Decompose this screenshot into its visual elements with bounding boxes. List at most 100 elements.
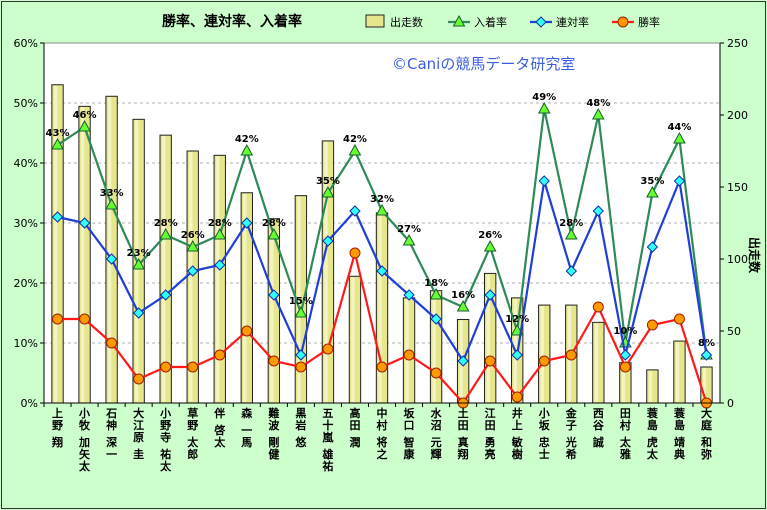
data-label: 15% xyxy=(289,296,313,307)
point xyxy=(160,361,172,373)
point xyxy=(241,217,253,229)
x-tick-label-char: 庭 xyxy=(701,418,712,432)
x-tick-label-char: 雅 xyxy=(620,447,631,461)
point xyxy=(213,227,227,240)
bar xyxy=(105,95,118,404)
bar xyxy=(78,105,91,404)
x-tick-label-char: 弥 xyxy=(701,447,712,461)
point xyxy=(564,227,578,240)
point xyxy=(538,175,550,187)
bar-highlight xyxy=(107,97,112,402)
x-tick-label-char: 子 xyxy=(566,419,577,432)
bar-highlight xyxy=(162,136,166,402)
point xyxy=(268,355,280,367)
point xyxy=(673,175,686,187)
x-tick-label-char: 田 xyxy=(620,407,631,420)
bar xyxy=(429,290,443,404)
bar-highlight xyxy=(540,306,544,402)
left-tick-label: 0% xyxy=(21,397,38,410)
data-label: 44% xyxy=(667,122,691,133)
x-tick-label-char: 太 xyxy=(646,447,659,461)
x-tick-label-char: 伴 xyxy=(213,406,225,420)
legend-label: 勝率 xyxy=(638,15,660,29)
point xyxy=(646,185,659,198)
legend-swatch xyxy=(365,14,385,28)
point xyxy=(403,349,415,361)
x-tick-label-char: 智 xyxy=(404,435,415,449)
x-tick-label-char: 高 xyxy=(349,406,360,420)
point xyxy=(159,227,173,240)
bar-highlight xyxy=(351,277,355,402)
x-tick-label-char: 黒 xyxy=(295,407,306,420)
point xyxy=(132,257,145,270)
point xyxy=(349,247,361,259)
x-tick-label-char: 大 xyxy=(701,406,712,420)
x-tick-label-char: 田 xyxy=(349,419,360,432)
x-tick-label-char: 村 xyxy=(377,418,388,432)
x-tick-label-char: 水 xyxy=(431,406,443,420)
legend-label: 出走数 xyxy=(390,15,423,29)
data-label: 33% xyxy=(100,188,124,199)
point xyxy=(403,289,415,301)
point xyxy=(619,349,632,361)
x-tick-label-char: 啓 xyxy=(214,423,226,437)
bar-highlight xyxy=(80,107,85,403)
data-label: 28% xyxy=(262,218,286,229)
x-tick-label-char: 亮 xyxy=(485,447,496,461)
data-label: 32% xyxy=(370,194,394,205)
point xyxy=(51,211,64,223)
point xyxy=(267,227,281,240)
data-label: 43% xyxy=(46,128,70,139)
x-tick-label-char: 神 xyxy=(106,418,117,432)
bar-highlight xyxy=(216,156,220,402)
x-tick-label-char: 希 xyxy=(565,447,577,461)
data-label: 26% xyxy=(478,230,502,241)
point xyxy=(402,233,416,246)
data-label: 42% xyxy=(343,134,367,145)
bar-body xyxy=(429,290,443,404)
x-tick-label-char: 真 xyxy=(458,435,469,449)
x-tick-label-char: 中 xyxy=(377,406,388,420)
data-label: 18% xyxy=(424,278,448,289)
point xyxy=(511,391,523,403)
data-label: 16% xyxy=(451,290,475,301)
point xyxy=(511,349,523,361)
data-label: 35% xyxy=(640,176,664,187)
x-tick-label-char: 悠 xyxy=(294,435,307,449)
bar xyxy=(592,321,605,404)
x-tick-label-char: 谷 xyxy=(593,418,605,432)
bar xyxy=(348,275,362,404)
x-tick-label-char: 田 xyxy=(458,419,469,432)
right-axis-label: 出走数 xyxy=(747,237,762,274)
point xyxy=(268,289,280,301)
x-tick-label-char: 光 xyxy=(565,435,577,449)
data-label: 12% xyxy=(505,314,529,325)
x-tick-label-char: 圭 xyxy=(133,447,144,461)
point xyxy=(565,265,577,277)
x-tick-label-char: 祐 xyxy=(160,447,171,461)
point xyxy=(78,217,91,229)
left-tick-label: 30% xyxy=(14,217,38,230)
x-tick-label-char: 五 xyxy=(322,407,333,420)
point xyxy=(430,313,442,325)
point xyxy=(240,143,254,156)
point xyxy=(619,361,631,373)
point xyxy=(321,185,335,198)
x-tick-label-char: 太 xyxy=(159,459,172,473)
x-tick-label-char: 島 xyxy=(674,418,685,432)
bar xyxy=(375,212,389,404)
data-label: 35% xyxy=(316,176,340,187)
x-tick-label-char: 岩 xyxy=(294,418,306,432)
data-label: 8% xyxy=(698,338,715,349)
data-label: 23% xyxy=(127,248,151,259)
bar-highlight xyxy=(648,370,653,402)
right-tick-label: 50 xyxy=(727,325,741,338)
bar xyxy=(538,304,551,404)
point xyxy=(483,239,497,252)
x-tick-label-char: 上 xyxy=(512,418,523,432)
point xyxy=(565,349,577,361)
left-tick-label: 10% xyxy=(14,337,38,350)
x-tick-label-char: 太 xyxy=(78,459,91,473)
legend-marker xyxy=(617,16,629,28)
point xyxy=(295,361,307,373)
